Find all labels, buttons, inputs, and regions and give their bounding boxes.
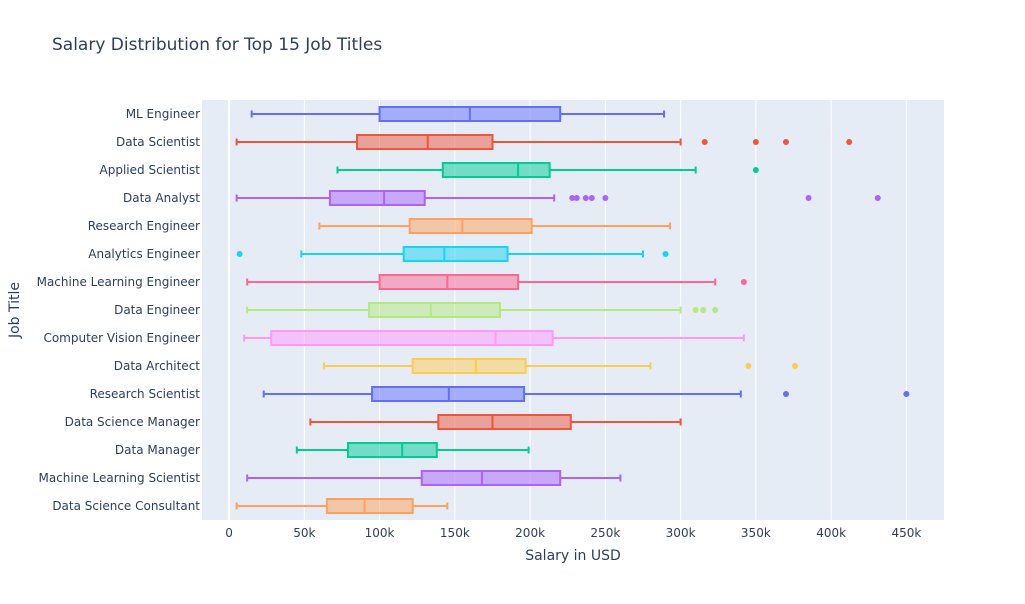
x-tick-label: 250k bbox=[590, 526, 620, 540]
outlier-point bbox=[782, 391, 789, 397]
y-category-label: Computer Vision Engineer bbox=[43, 331, 200, 345]
outlier-point bbox=[701, 139, 708, 145]
interquartile-box bbox=[328, 190, 426, 206]
box-trace bbox=[262, 386, 910, 402]
box-trace bbox=[246, 302, 719, 318]
outlier-point bbox=[569, 195, 576, 201]
y-axis-title: Job Title bbox=[7, 282, 23, 339]
y-category-label: ML Engineer bbox=[126, 107, 200, 121]
y-category-label: Data Analyst bbox=[123, 191, 200, 205]
outlier-point bbox=[602, 195, 609, 201]
box-traces bbox=[235, 106, 910, 514]
x-tick-label: 350k bbox=[741, 526, 771, 540]
interquartile-box bbox=[441, 162, 551, 178]
y-category-label: Research Scientist bbox=[90, 387, 201, 401]
y-category-label: Data Engineer bbox=[114, 303, 200, 317]
interquartile-box bbox=[420, 470, 562, 486]
y-category-label: Data Science Manager bbox=[65, 415, 200, 429]
box-trace bbox=[295, 442, 530, 458]
box-trace bbox=[309, 414, 682, 430]
x-tick-label: 0 bbox=[225, 526, 233, 540]
x-tick-label: 300k bbox=[666, 526, 696, 540]
outlier-point bbox=[662, 251, 669, 257]
chart-title: Salary Distribution for Top 15 Job Title… bbox=[52, 35, 382, 55]
box-trace bbox=[318, 218, 672, 234]
box-trace bbox=[243, 330, 745, 346]
box-trace bbox=[336, 162, 759, 178]
outlier-point bbox=[692, 307, 699, 313]
box-trace bbox=[246, 470, 622, 486]
y-category-label: Machine Learning Scientist bbox=[39, 471, 201, 485]
outlier-point bbox=[752, 167, 759, 173]
outlier-point bbox=[582, 195, 589, 201]
interquartile-box bbox=[356, 134, 494, 150]
x-tick-label: 100k bbox=[365, 526, 395, 540]
x-axis-title: Salary in USD bbox=[525, 548, 621, 564]
interquartile-box bbox=[437, 414, 572, 430]
y-category-label: Data Scientist bbox=[116, 135, 200, 149]
outlier-point bbox=[805, 195, 812, 201]
box-trace bbox=[246, 274, 747, 290]
y-category-label: Data Science Consultant bbox=[52, 499, 200, 513]
y-category-label: Analytics Engineer bbox=[88, 247, 200, 261]
y-axis-categories: ML Engineer Data Scientist Applied Scienti… bbox=[37, 107, 201, 513]
box-trace bbox=[236, 246, 669, 262]
interquartile-box bbox=[408, 218, 533, 234]
y-category-label: Applied Scientist bbox=[100, 163, 201, 177]
outlier-point bbox=[573, 195, 580, 201]
x-tick-label: 450k bbox=[891, 526, 921, 540]
interquartile-box bbox=[411, 358, 527, 374]
outlier-point bbox=[782, 139, 789, 145]
x-tick-label: 200k bbox=[515, 526, 545, 540]
y-category-label: Research Engineer bbox=[88, 219, 200, 233]
outlier-point bbox=[588, 195, 595, 201]
box-trace bbox=[322, 358, 798, 374]
outlier-point bbox=[874, 195, 881, 201]
outlier-point bbox=[903, 391, 910, 397]
x-tick-label: 150k bbox=[440, 526, 470, 540]
outlier-point bbox=[236, 251, 243, 257]
interquartile-box bbox=[325, 498, 414, 514]
interquartile-box bbox=[346, 442, 438, 458]
y-category-label: Machine Learning Engineer bbox=[37, 275, 200, 289]
box-trace bbox=[235, 498, 449, 514]
x-tick-label: 400k bbox=[816, 526, 846, 540]
box-trace bbox=[235, 190, 881, 206]
outlier-point bbox=[752, 139, 759, 145]
box-trace bbox=[250, 106, 666, 122]
outlier-point bbox=[712, 307, 719, 313]
outlier-point bbox=[740, 279, 747, 285]
interquartile-box bbox=[402, 246, 509, 262]
y-category-label: Data Architect bbox=[114, 359, 201, 373]
outlier-point bbox=[700, 307, 707, 313]
outlier-point bbox=[791, 363, 798, 369]
interquartile-box bbox=[270, 330, 554, 346]
x-tick-label: 50k bbox=[293, 526, 315, 540]
interquartile-box bbox=[378, 274, 520, 290]
y-category-label: Data Manager bbox=[115, 443, 200, 457]
outlier-point bbox=[745, 363, 752, 369]
x-axis-ticks: 0 50k 100k 150k 200k 250k 300k 350k 400k 450k bbox=[225, 526, 921, 540]
outlier-point bbox=[846, 139, 853, 145]
box-trace bbox=[235, 134, 853, 150]
interquartile-box bbox=[368, 302, 502, 318]
